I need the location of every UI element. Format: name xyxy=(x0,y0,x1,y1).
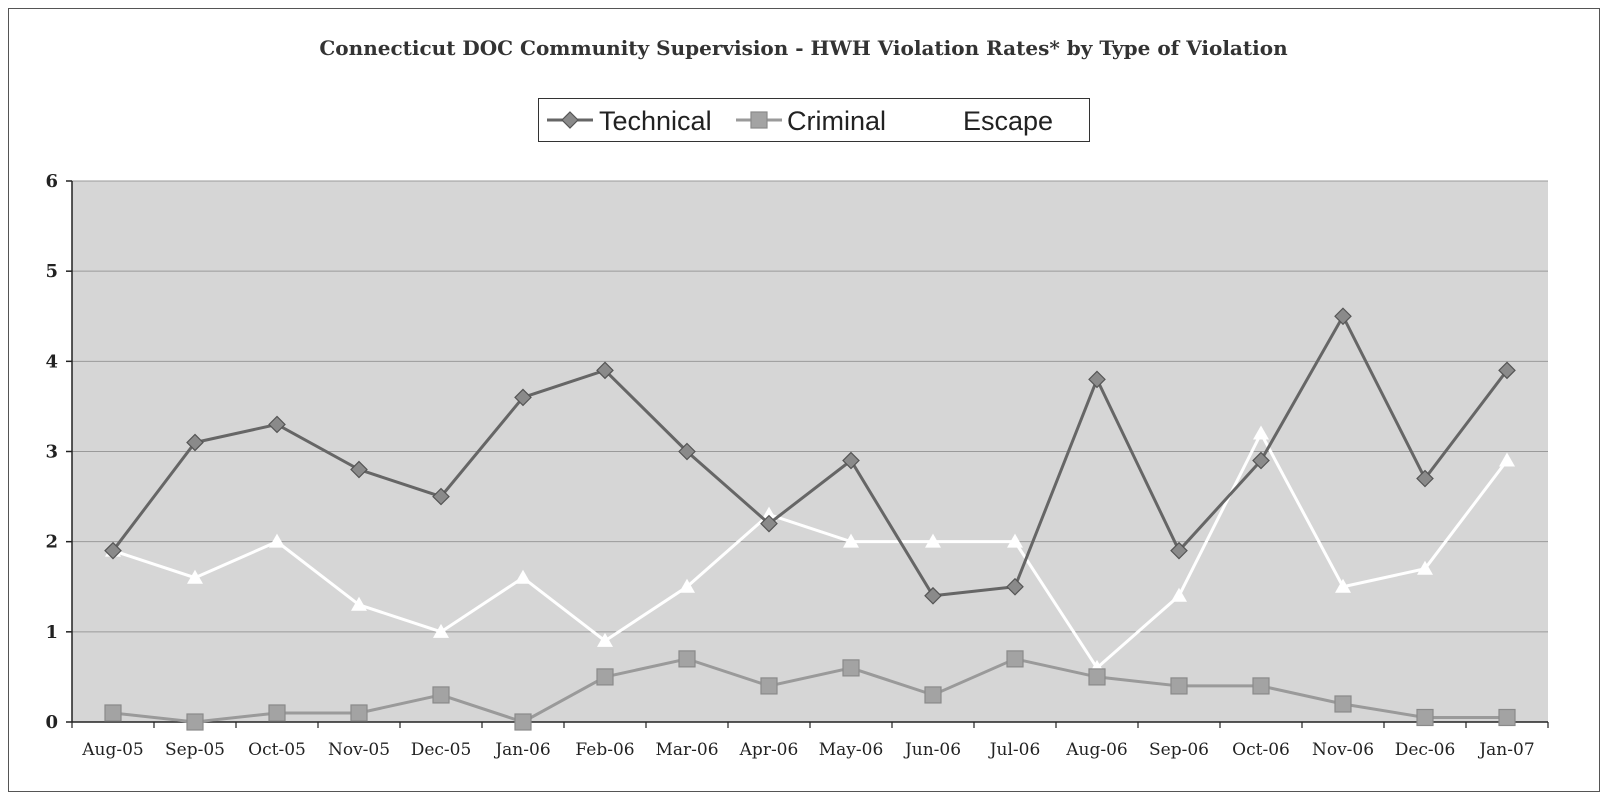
x-tick-label: Oct-06 xyxy=(1232,740,1290,760)
x-tick-label: Jan-06 xyxy=(493,740,550,760)
escape-point xyxy=(843,533,859,548)
escape-point xyxy=(1253,425,1269,440)
criminal-point xyxy=(1170,677,1188,695)
escape-point xyxy=(1007,533,1023,548)
series-layer xyxy=(104,307,1516,731)
series-technical xyxy=(104,307,1516,605)
escape-point xyxy=(597,632,613,647)
escape-point xyxy=(761,506,777,521)
legend-swatch-marker xyxy=(561,111,579,129)
criminal-point xyxy=(1088,668,1106,686)
criminal-point xyxy=(514,713,532,731)
y-tick-label: 2 xyxy=(45,532,58,553)
technical-point xyxy=(1088,370,1106,389)
x-tick-label: Apr-06 xyxy=(739,740,799,760)
criminal-point xyxy=(678,650,696,668)
criminal-point xyxy=(268,704,286,722)
technical-point xyxy=(1498,361,1516,380)
escape-point xyxy=(1335,578,1351,593)
tick-labels: 0 1 2 3 4 5 6 Aug-05 Sep-05 Oct-05 Nov-05 Dec-05 Jan… xyxy=(45,171,1534,760)
escape-point xyxy=(1499,452,1515,467)
axes xyxy=(66,180,1549,728)
x-tick-label: Mar-06 xyxy=(655,740,718,760)
technical-point xyxy=(842,451,860,470)
technical-point xyxy=(268,415,286,434)
criminal-point xyxy=(104,704,122,722)
escape-point xyxy=(925,533,941,548)
escape-point xyxy=(351,596,367,611)
escape-point xyxy=(1417,560,1433,575)
technical-point xyxy=(432,487,450,506)
y-tick-label: 0 xyxy=(45,712,58,733)
technical-point xyxy=(1006,577,1024,596)
escape-point xyxy=(515,569,531,584)
technical-point xyxy=(1170,541,1188,560)
y-tick-label: 4 xyxy=(45,351,58,372)
technical-point xyxy=(104,541,122,560)
y-tick-label: 6 xyxy=(45,171,58,192)
x-tick-label: Jun-06 xyxy=(903,740,961,760)
legend-item-escape: Escape xyxy=(909,106,1053,136)
technical-point xyxy=(1416,469,1434,488)
escape-point xyxy=(679,578,695,593)
technical-line xyxy=(111,313,1509,598)
escape-line xyxy=(112,430,1509,671)
x-tick-label: Dec-05 xyxy=(411,740,472,760)
legend-item-criminal: Criminal xyxy=(736,106,886,136)
x-tick-label: Jan-07 xyxy=(1477,740,1534,760)
criminal-point xyxy=(1498,708,1516,727)
escape-point xyxy=(1171,587,1187,602)
gridlines xyxy=(72,180,1548,633)
criminal-point xyxy=(186,713,204,731)
x-tick-label: Nov-05 xyxy=(328,740,390,760)
y-tick-label: 1 xyxy=(45,622,58,643)
legend-label: Escape xyxy=(963,106,1053,136)
criminal-point xyxy=(1334,695,1352,713)
technical-point xyxy=(1252,451,1270,470)
x-tick-label: Feb-06 xyxy=(575,740,634,760)
criminal-line xyxy=(112,657,1507,724)
criminal-point xyxy=(1006,650,1024,668)
criminal-point xyxy=(596,668,614,686)
escape-point xyxy=(433,623,449,638)
criminal-point xyxy=(432,686,450,704)
criminal-point xyxy=(842,659,860,677)
x-tick-label: May-06 xyxy=(819,740,884,760)
legend-label: Technical xyxy=(599,106,712,136)
x-tick-label: Oct-05 xyxy=(248,740,306,760)
x-tick-label: Nov-06 xyxy=(1312,740,1374,760)
y-tick-label: 5 xyxy=(45,261,58,282)
technical-point xyxy=(678,442,696,461)
series-escape xyxy=(105,425,1515,674)
y-tick-label: 3 xyxy=(45,442,58,463)
escape-point xyxy=(187,569,203,584)
x-tick-label: Aug-06 xyxy=(1065,740,1127,760)
technical-point xyxy=(760,514,778,533)
technical-point xyxy=(1334,307,1352,326)
technical-point xyxy=(514,388,532,407)
criminal-point xyxy=(1416,708,1434,727)
chart-title: Connecticut DOC Community Supervision - … xyxy=(319,36,1288,60)
series-criminal xyxy=(104,650,1516,731)
x-tick-label: Dec-06 xyxy=(1395,740,1456,760)
criminal-point xyxy=(924,686,942,704)
technical-point xyxy=(350,460,368,479)
legend-label: Criminal xyxy=(787,106,886,136)
criminal-point xyxy=(350,704,368,722)
legend: Technical Criminal Escape xyxy=(538,98,1090,142)
x-tick-label: Sep-05 xyxy=(165,740,225,760)
technical-point xyxy=(596,361,614,380)
legend-swatch-marker xyxy=(924,112,940,126)
x-tick-label: Aug-05 xyxy=(81,740,143,760)
technical-point xyxy=(186,433,204,452)
technical-point xyxy=(924,586,942,605)
legend-swatch-marker xyxy=(750,111,768,129)
x-tick-label: Jul-06 xyxy=(988,740,1041,760)
escape-point xyxy=(269,533,285,548)
x-tick-label: Sep-06 xyxy=(1149,740,1209,760)
criminal-point xyxy=(760,677,778,695)
legend-item-technical: Technical xyxy=(547,106,712,136)
criminal-point xyxy=(1252,677,1270,695)
